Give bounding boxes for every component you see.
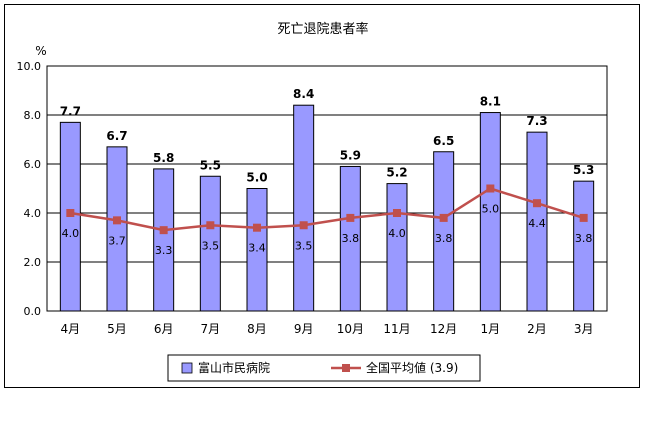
average-marker	[206, 221, 215, 230]
bar-value-label: 5.5	[200, 158, 221, 172]
average-value-label: 3.7	[108, 234, 126, 247]
average-line	[70, 187, 585, 232]
average-value-label: 3.8	[342, 232, 360, 245]
bar-value-label: 7.3	[526, 114, 547, 128]
x-tick-label: 1月	[481, 322, 501, 336]
average-marker	[393, 209, 401, 217]
x-tick-label: 2月	[527, 322, 547, 336]
y-tick-label: 6.0	[24, 158, 42, 171]
plot-border	[46, 65, 608, 312]
legend-bar-swatch	[181, 362, 193, 374]
bar-value-label: 8.4	[293, 87, 314, 101]
y-tick-label: 0.0	[24, 305, 42, 318]
y-tick-label: 10.0	[17, 60, 42, 73]
average-marker	[299, 221, 308, 230]
gridlines	[47, 65, 607, 263]
x-tick-label: 5月	[107, 322, 127, 336]
average-value-label: 4.4	[528, 217, 546, 230]
bar-value-label: 5.3	[573, 163, 594, 177]
chart-title: 死亡退院患者率	[277, 21, 368, 37]
y-tick-label: 8.0	[24, 109, 42, 122]
line-series: 4.0 3.7 3.3 3.5 3.4 3.5 3.8 4.0 3.8 5.0 4.4 3.8	[62, 184, 593, 257]
chart-frame: 死亡退院患者率 % 0.0 2.0 4.0 6.0 8.0 10.0 7.7 6.7 5.8 5…	[4, 4, 640, 388]
average-value-label: 3.8	[435, 232, 453, 245]
bar-value-label: 5.2	[386, 166, 407, 180]
average-value-label: 3.5	[202, 239, 220, 252]
legend-bar-label: 富山市民病院	[198, 360, 270, 375]
bar-value-label: 5.9	[340, 148, 361, 162]
average-value-label: 3.3	[155, 244, 173, 257]
legend-line-marker	[342, 364, 350, 372]
average-marker	[113, 216, 121, 225]
x-tick-label: 11月	[383, 322, 410, 336]
bar-value-label: 5.0	[246, 171, 267, 185]
average-value-label: 3.5	[295, 239, 313, 252]
x-tick-label: 9月	[294, 322, 314, 336]
average-marker	[486, 184, 495, 193]
bar	[106, 146, 128, 312]
x-tick-label: 8月	[247, 322, 267, 336]
legend-line-label: 全国平均値 (3.9)	[366, 360, 458, 375]
average-value-label: 3.4	[248, 242, 266, 255]
x-tick-label: 4月	[61, 322, 81, 336]
average-marker	[66, 209, 75, 217]
average-marker	[533, 199, 541, 208]
bar-value-label: 8.1	[480, 95, 501, 109]
y-tick-label: 4.0	[24, 207, 42, 220]
bar-value-label: 6.7	[106, 129, 127, 143]
y-axis-ticks: 0.0 2.0 4.0 6.0 8.0 10.0	[17, 60, 42, 318]
bar-value-label: 5.8	[153, 151, 174, 165]
bar	[573, 180, 595, 312]
bar-value-label: 7.7	[60, 104, 81, 118]
average-value-label: 4.0	[62, 227, 80, 240]
x-tick-label: 12月	[430, 322, 457, 336]
average-marker	[579, 213, 588, 222]
average-value-label: 3.8	[575, 232, 593, 245]
bar	[293, 104, 315, 312]
x-tick-label: 3月	[574, 322, 594, 336]
average-value-label: 4.0	[388, 227, 406, 240]
legend: 富山市民病院 全国平均値 (3.9)	[167, 354, 481, 382]
average-marker	[346, 213, 355, 222]
average-value-label: 5.0	[482, 203, 500, 216]
bar-value-label: 6.5	[433, 134, 454, 148]
average-marker	[253, 223, 261, 232]
bar	[386, 183, 408, 312]
x-tick-label: 7月	[201, 322, 221, 336]
bar	[153, 168, 175, 312]
chart: 死亡退院患者率 % 0.0 2.0 4.0 6.0 8.0 10.0 7.7 6.7 5.8 5…	[17, 21, 608, 382]
x-tick-label: 6月	[154, 322, 174, 336]
y-tick-label: 2.0	[24, 256, 42, 269]
x-tick-label: 10月	[337, 322, 364, 336]
bar-series: 7.7 6.7 5.8 5.5 5.0 8.4 5.9 5.2 6.5 8.1 7.3 5.3	[60, 87, 595, 312]
plot-area-border	[46, 65, 608, 312]
y-axis-unit-label: %	[35, 44, 46, 58]
average-marker	[159, 226, 168, 235]
x-axis-ticks: 4月 5月 6月 7月 8月 9月 10月 11月 12月 1月 2月 3月	[61, 322, 594, 336]
legend-box	[167, 354, 481, 382]
average-marker	[439, 213, 448, 222]
